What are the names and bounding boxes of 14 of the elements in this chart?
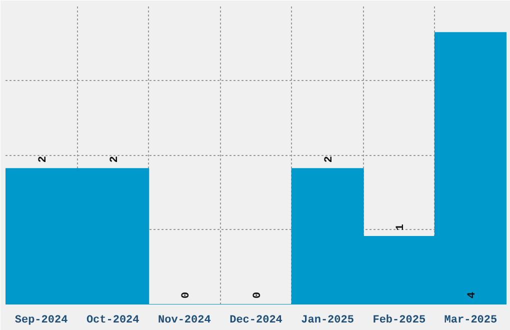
x-tick-label: Mar-2025 (444, 314, 498, 326)
x-tick-label: Jan-2025 (301, 314, 354, 326)
data-label: 0 (252, 292, 264, 299)
x-tick-label: Dec-2024 (230, 314, 283, 326)
data-label: 4 (466, 292, 479, 299)
data-label: 2 (324, 156, 336, 163)
x-tick-label: Feb-2025 (372, 314, 426, 326)
x-tick-label: Sep-2024 (14, 314, 68, 326)
x-tick-label: Oct-2024 (86, 314, 140, 326)
data-label: 2 (108, 156, 121, 163)
data-label: 1 (395, 224, 408, 231)
x-tick-label: Nov-2024 (158, 314, 212, 326)
data-label: 0 (180, 292, 192, 299)
data-label: 2 (37, 156, 50, 163)
